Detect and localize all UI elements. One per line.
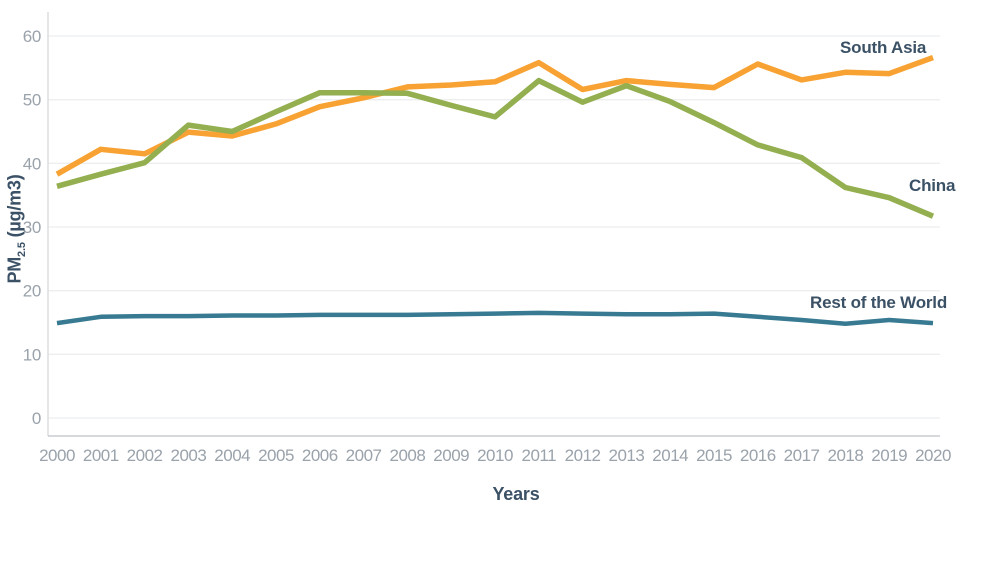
y-axis-title-subscript: 2.5 — [16, 242, 29, 257]
x-tick-label-2020: 2020 — [915, 446, 951, 465]
y-axis-title-main: PM — [4, 256, 25, 284]
x-tick-label-2013: 2013 — [608, 446, 644, 465]
x-tick-label-2011: 2011 — [522, 446, 557, 465]
x-tick-label-2019: 2019 — [871, 446, 907, 465]
x-tick-label-2014: 2014 — [652, 446, 688, 465]
x-tick-label-2000: 2000 — [39, 446, 75, 465]
x-tick-label-2008: 2008 — [389, 446, 425, 465]
y-tick-label-20: 20 — [23, 282, 41, 301]
y-tick-label-30: 30 — [23, 218, 41, 237]
x-tick-label-2001: 2001 — [83, 446, 119, 465]
y-tick-label-40: 40 — [23, 154, 41, 173]
x-tick-label-2012: 2012 — [565, 446, 601, 465]
series-label-china: China — [909, 176, 956, 195]
series-line-rest-of-the-world — [56, 310, 934, 327]
x-tick-label-2017: 2017 — [784, 446, 820, 465]
x-tick-label-2010: 2010 — [477, 446, 513, 465]
y-tick-label-60: 60 — [23, 27, 41, 46]
x-tick-label-2004: 2004 — [214, 446, 250, 465]
x-tick-label-2006: 2006 — [302, 446, 338, 465]
series-line-china — [56, 77, 935, 219]
y-tick-label-50: 50 — [23, 91, 41, 110]
x-tick-label-2007: 2007 — [346, 446, 382, 465]
x-tick-label-2005: 2005 — [258, 446, 294, 465]
x-tick-label-2015: 2015 — [696, 446, 732, 465]
y-axis-title: PM2.5 (µg/m3) — [4, 174, 29, 284]
y-axis-title-units: (µg/m3) — [4, 174, 25, 243]
x-tick-label-2002: 2002 — [127, 446, 163, 465]
series-label-south-asia: South Asia — [840, 38, 927, 57]
series-label-rest-of-the-world: Rest of the World — [810, 293, 948, 312]
x-tick-label-2016: 2016 — [740, 446, 776, 465]
x-axis-title: Years — [492, 484, 540, 504]
y-tick-label-10: 10 — [23, 345, 41, 364]
y-tick-label-0: 0 — [32, 409, 41, 428]
x-tick-label-2018: 2018 — [827, 446, 863, 465]
x-tick-label-2009: 2009 — [433, 446, 469, 465]
x-tick-label-2003: 2003 — [170, 446, 206, 465]
series-line-south-asia — [55, 55, 934, 177]
